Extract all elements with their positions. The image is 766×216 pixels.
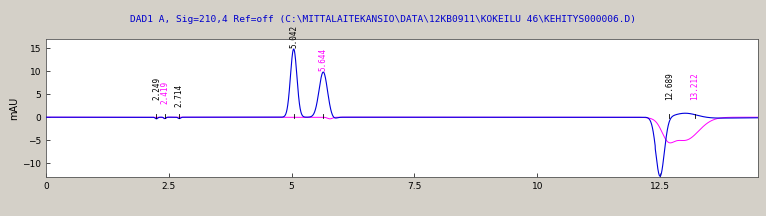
Text: 2.419: 2.419 [160,81,169,104]
Y-axis label: mAU: mAU [9,96,19,120]
Text: 12.689: 12.689 [665,72,674,100]
Text: DAD1 A, Sig=210,4 Ref=off (C:\MITTALAITEKANSIO\DATA\12KB0911\KOKEILU 46\KEHITYS0: DAD1 A, Sig=210,4 Ref=off (C:\MITTALAITE… [130,15,636,24]
Text: 2.714: 2.714 [175,84,184,107]
Text: 5.644: 5.644 [319,48,328,71]
Text: 2.249: 2.249 [152,77,161,100]
Text: 5.042: 5.042 [290,25,298,48]
Text: 13.212: 13.212 [691,72,699,100]
